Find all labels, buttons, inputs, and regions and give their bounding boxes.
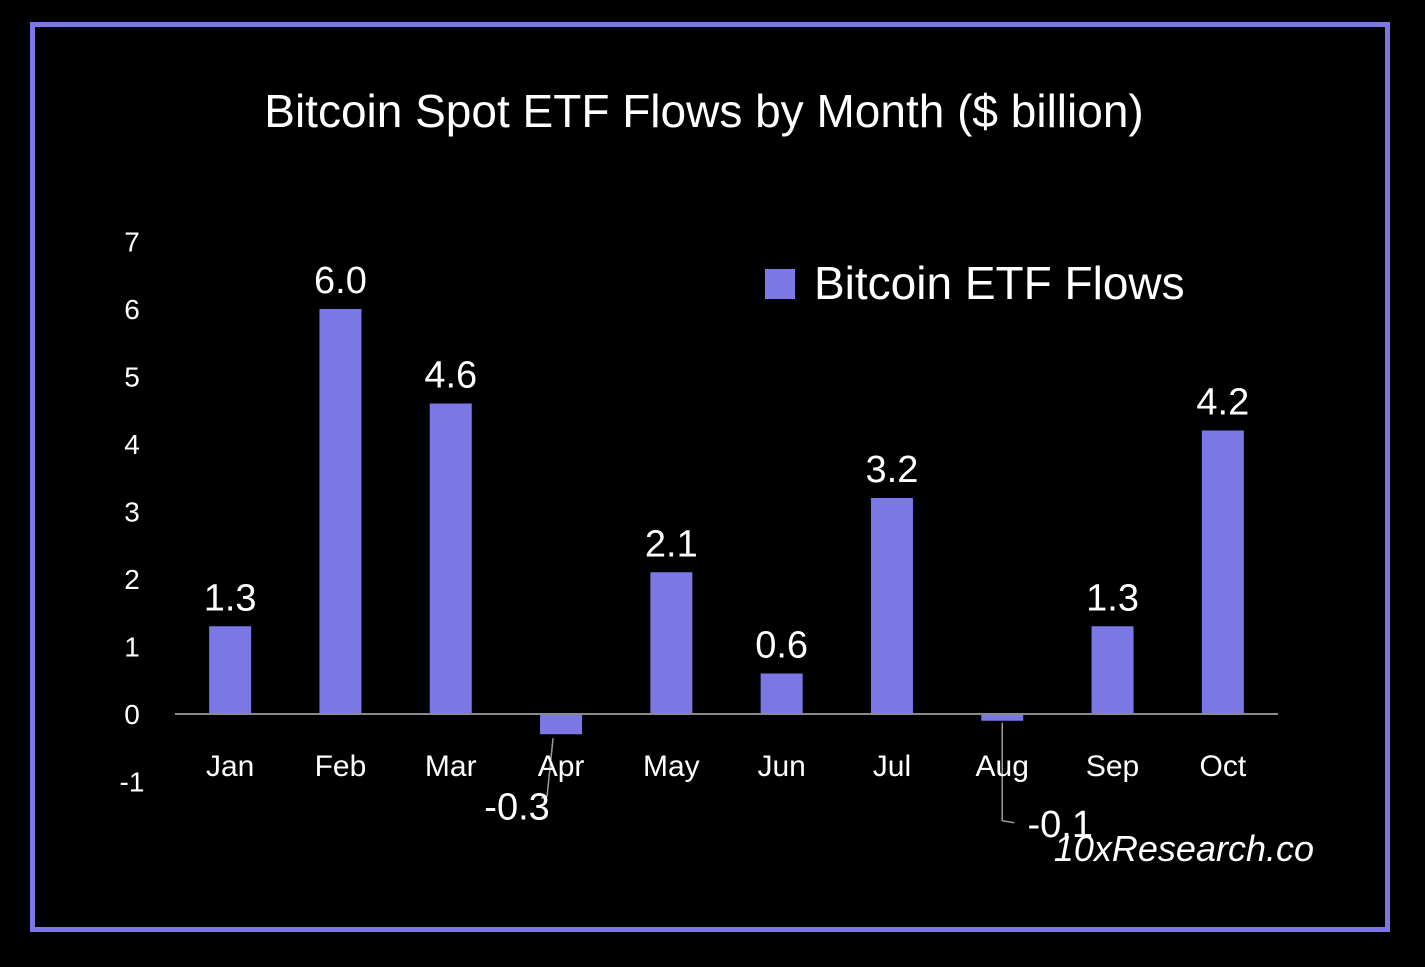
bar-jan <box>209 626 252 714</box>
y-tick-label: 0 <box>124 699 140 730</box>
watermark: 10xResearch.co <box>1054 828 1314 869</box>
bar-jul <box>870 498 913 714</box>
x-axis: Jan Feb Mar Apr May Jun Jul Aug Sep Oct <box>175 713 1278 783</box>
x-tick-label: Apr <box>538 750 585 783</box>
bar-may <box>650 572 693 714</box>
chart-frame <box>30 22 1390 932</box>
bar-feb <box>319 309 362 714</box>
y-tick-label: 1 <box>124 632 140 663</box>
data-label: 4.6 <box>424 355 477 397</box>
x-tick-label: Aug <box>976 750 1029 783</box>
data-label: 1.3 <box>204 577 257 619</box>
bar-sep <box>1091 626 1134 714</box>
legend-label: Bitcoin ETF Flows <box>814 257 1185 309</box>
data-label: 0.6 <box>755 625 808 667</box>
data-label: 4.2 <box>1196 382 1249 424</box>
x-tick-label: Jul <box>873 750 911 783</box>
chart-title: Bitcoin Spot ETF Flows by Month ($ billi… <box>264 85 1143 137</box>
data-label-leader-line <box>1001 722 1015 824</box>
bar-jun <box>760 673 803 714</box>
data-labels-group: 1.3 6.0 4.6 -0.3 2.1 0.6 3.2 -0.1 1.3 4.2 <box>204 260 1250 846</box>
legend-swatch <box>765 269 795 299</box>
y-tick-label: 3 <box>124 497 140 528</box>
legend: Bitcoin ETF Flows <box>765 257 1185 309</box>
bar-aug <box>981 714 1024 721</box>
x-tick-label: Mar <box>425 750 477 783</box>
x-tick-label: Feb <box>315 750 367 783</box>
x-tick-label: Oct <box>1200 750 1247 783</box>
bar-oct <box>1201 430 1244 714</box>
bars-group <box>209 309 1244 735</box>
y-tick-label: 5 <box>124 362 140 393</box>
x-tick-label: Jun <box>757 750 805 783</box>
data-label: 2.1 <box>645 523 698 565</box>
x-tick-label: May <box>643 750 700 783</box>
x-tick-label: Sep <box>1086 750 1139 783</box>
bar-apr <box>540 714 583 735</box>
data-label: 6.0 <box>314 260 367 302</box>
y-tick-label: 2 <box>124 564 140 595</box>
data-label-leader-line <box>540 738 554 799</box>
y-tick-label: 7 <box>124 227 140 258</box>
data-label: 1.3 <box>1086 577 1139 619</box>
y-axis: -1 0 1 2 3 4 5 6 7 <box>120 227 145 798</box>
x-tick-label: Jan <box>206 750 254 783</box>
data-label: 3.2 <box>866 449 919 491</box>
data-label: -0.1 <box>1028 804 1093 846</box>
bar-mar <box>429 403 472 714</box>
data-label: -0.3 <box>484 786 549 828</box>
y-tick-label: 6 <box>124 294 140 325</box>
y-tick-label: -1 <box>120 767 145 798</box>
y-tick-label: 4 <box>124 429 140 460</box>
